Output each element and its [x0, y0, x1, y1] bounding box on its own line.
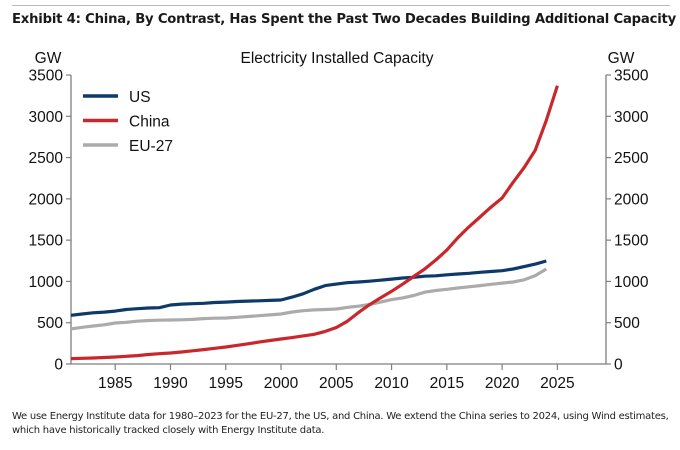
top-rule	[12, 5, 670, 6]
y-tick-label-left: 2000	[29, 191, 64, 208]
x-tick-label: 1990	[153, 375, 188, 392]
line-chart: Electricity Installed Capacity GW GW 0 0 5…	[29, 50, 649, 393]
y-tick-label-right: 2500	[614, 150, 649, 167]
y-tick-label-right: 3000	[614, 109, 649, 126]
legend: US China EU-27	[83, 89, 173, 155]
y-tick-label-right: 2000	[614, 191, 649, 208]
y-tick-label-left: 1500	[29, 233, 64, 250]
y-tick-label-left: 0	[54, 357, 63, 374]
series-line-eu27	[70, 267, 548, 331]
y-axis-label-right: GW	[608, 50, 635, 67]
exhibit-title: Exhibit 4: China, By Contrast, Has Spent…	[12, 12, 677, 27]
x-tick-label: 2025	[540, 375, 574, 392]
x-tick-label: 2000	[264, 375, 299, 392]
y-tick-label-left: 3500	[29, 68, 64, 85]
x-tick-label: 2005	[319, 375, 353, 392]
x-tick-label: 1995	[209, 375, 243, 392]
y-tick-label-right: 1500	[614, 233, 649, 250]
y-tick-label-left: 1000	[29, 274, 64, 291]
axes: 0 0 500 500 1000 1000 1500 1500 2000 2000 2500 2500…	[29, 68, 649, 393]
x-tick-label: 2015	[430, 375, 464, 392]
y-tick-label-left: 2500	[29, 150, 64, 167]
series-line-china	[70, 85, 559, 361]
legend-label-eu27: EU-27	[129, 138, 173, 155]
y-tick-label-right: 1000	[614, 274, 649, 291]
y-tick-label-right: 3500	[614, 68, 649, 85]
x-tick-label: 2010	[374, 375, 409, 392]
x-tick-label: 1985	[98, 375, 132, 392]
y-tick-label-right: 0	[614, 357, 623, 374]
chart-title: Electricity Installed Capacity	[241, 50, 434, 67]
y-tick-label-right: 500	[614, 315, 640, 332]
y-axis-label-left: GW	[35, 50, 62, 67]
footnote: We use Energy Institute data for 1980–20…	[12, 411, 669, 436]
legend-label-china: China	[129, 114, 170, 131]
series-line-us	[70, 259, 547, 317]
y-tick-label-left: 500	[37, 315, 63, 332]
y-tick-label-left: 3000	[29, 109, 64, 126]
x-tick-label: 2020	[485, 375, 520, 392]
series-layer	[70, 85, 559, 361]
legend-label-us: US	[129, 89, 151, 106]
